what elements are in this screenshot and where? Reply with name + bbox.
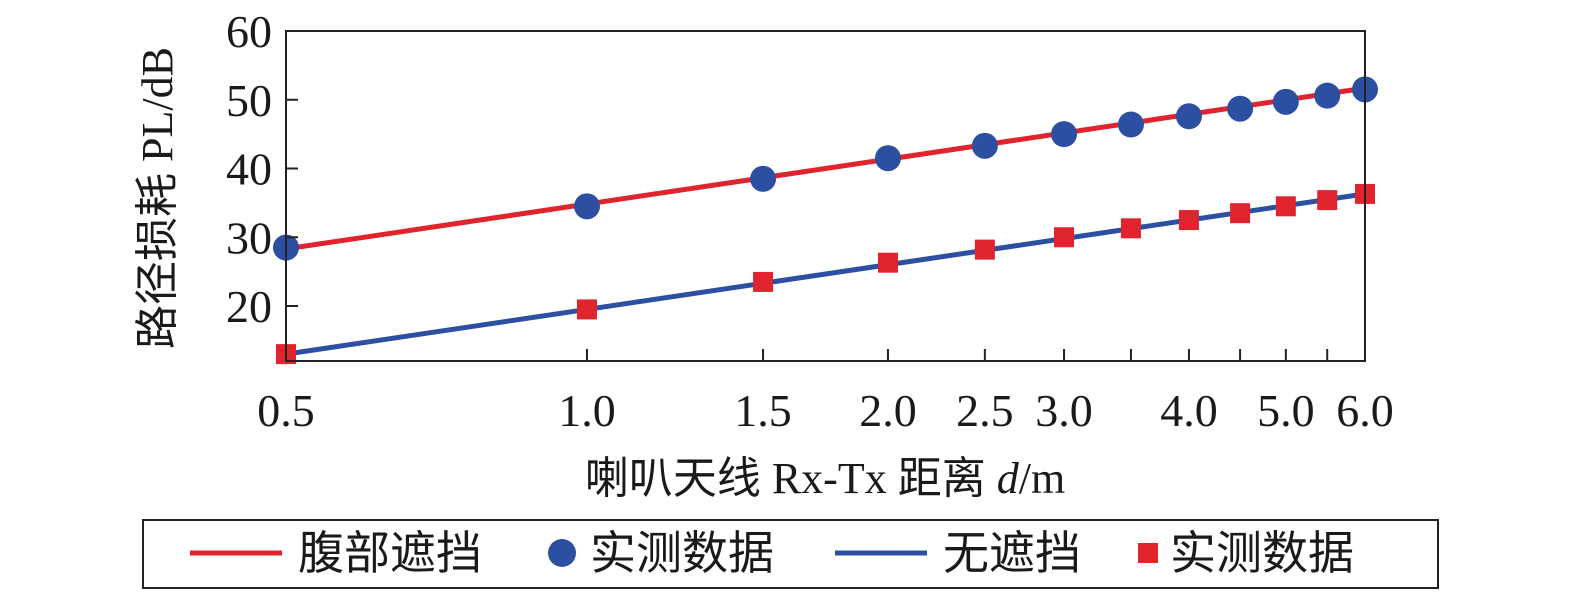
plot-area xyxy=(273,76,1378,365)
y-axis-title: 路径损耗 PL/dB xyxy=(133,47,182,349)
x-axis-title: 喇叭天线 Rx-Tx 距离 d/m xyxy=(585,454,1065,503)
x-tick-label: 2.0 xyxy=(859,385,917,436)
data-point-square xyxy=(1275,196,1296,217)
x-tick-label: 0.5 xyxy=(257,385,315,436)
x-axis-title-unit: /m xyxy=(1019,454,1065,503)
plot-frame xyxy=(285,30,1366,362)
x-tick-label: 5.0 xyxy=(1257,385,1315,436)
data-point-circle xyxy=(1227,95,1254,122)
x-tick-label: 2.5 xyxy=(956,385,1014,436)
y-tick-label: 60 xyxy=(226,6,272,57)
x-axis-title-prefix: 喇叭天线 Rx-Tx 距离 xyxy=(585,454,997,503)
data-point-circle xyxy=(1175,103,1202,130)
data-point-square xyxy=(1317,190,1338,211)
data-point-square xyxy=(753,271,774,292)
legend-swatch-circle-marker xyxy=(548,539,576,567)
y-tick-label: 40 xyxy=(226,144,272,195)
data-point-circle xyxy=(971,132,998,159)
data-point-square xyxy=(1230,203,1251,224)
x-axis-title-variable: d xyxy=(997,454,1020,503)
series-line-2 xyxy=(285,191,1366,357)
data-point-square xyxy=(1120,218,1141,239)
series-line-0 xyxy=(285,85,1366,252)
data-point-circle xyxy=(874,145,901,172)
data-point-square xyxy=(576,299,597,320)
x-tick-label: 3.0 xyxy=(1035,385,1093,436)
data-point-square xyxy=(974,239,995,260)
x-tick-label: 1.5 xyxy=(734,385,792,436)
data-point-square xyxy=(877,252,898,273)
y-tick-label: 30 xyxy=(226,212,272,263)
legend-label-no-block: 无遮挡 xyxy=(943,528,1081,579)
legend-label-measured-1: 实测数据 xyxy=(590,528,774,579)
data-point-square xyxy=(1054,227,1075,248)
data-point-square xyxy=(1178,210,1199,231)
data-point-circle xyxy=(1117,111,1144,138)
legend-box xyxy=(142,519,1439,589)
legend-label-abdomen: 腹部遮挡 xyxy=(298,528,482,579)
legend-label-measured-2: 实测数据 xyxy=(1170,528,1354,579)
data-point-circle xyxy=(1314,82,1341,109)
legend-swatch-square-marker xyxy=(1138,543,1158,563)
axes: 20 30 40 50 60 0.5 1.0 1.5 2.0 2.5 3.0 4.0 5.0 6.0 xyxy=(226,6,1394,436)
data-point-circle xyxy=(1051,121,1078,148)
data-point-circle xyxy=(750,165,777,192)
legend: 腹部遮挡 实测数据 无遮挡 实测数据 xyxy=(142,519,1439,589)
data-point-circle xyxy=(1272,88,1299,115)
y-tick-label: 20 xyxy=(226,281,272,332)
x-tick-label: 1.0 xyxy=(558,385,616,436)
data-point-circle xyxy=(573,193,600,220)
y-tick-label: 50 xyxy=(226,75,272,126)
x-tick-label: 6.0 xyxy=(1336,385,1394,436)
x-tick-label: 4.0 xyxy=(1160,385,1218,436)
